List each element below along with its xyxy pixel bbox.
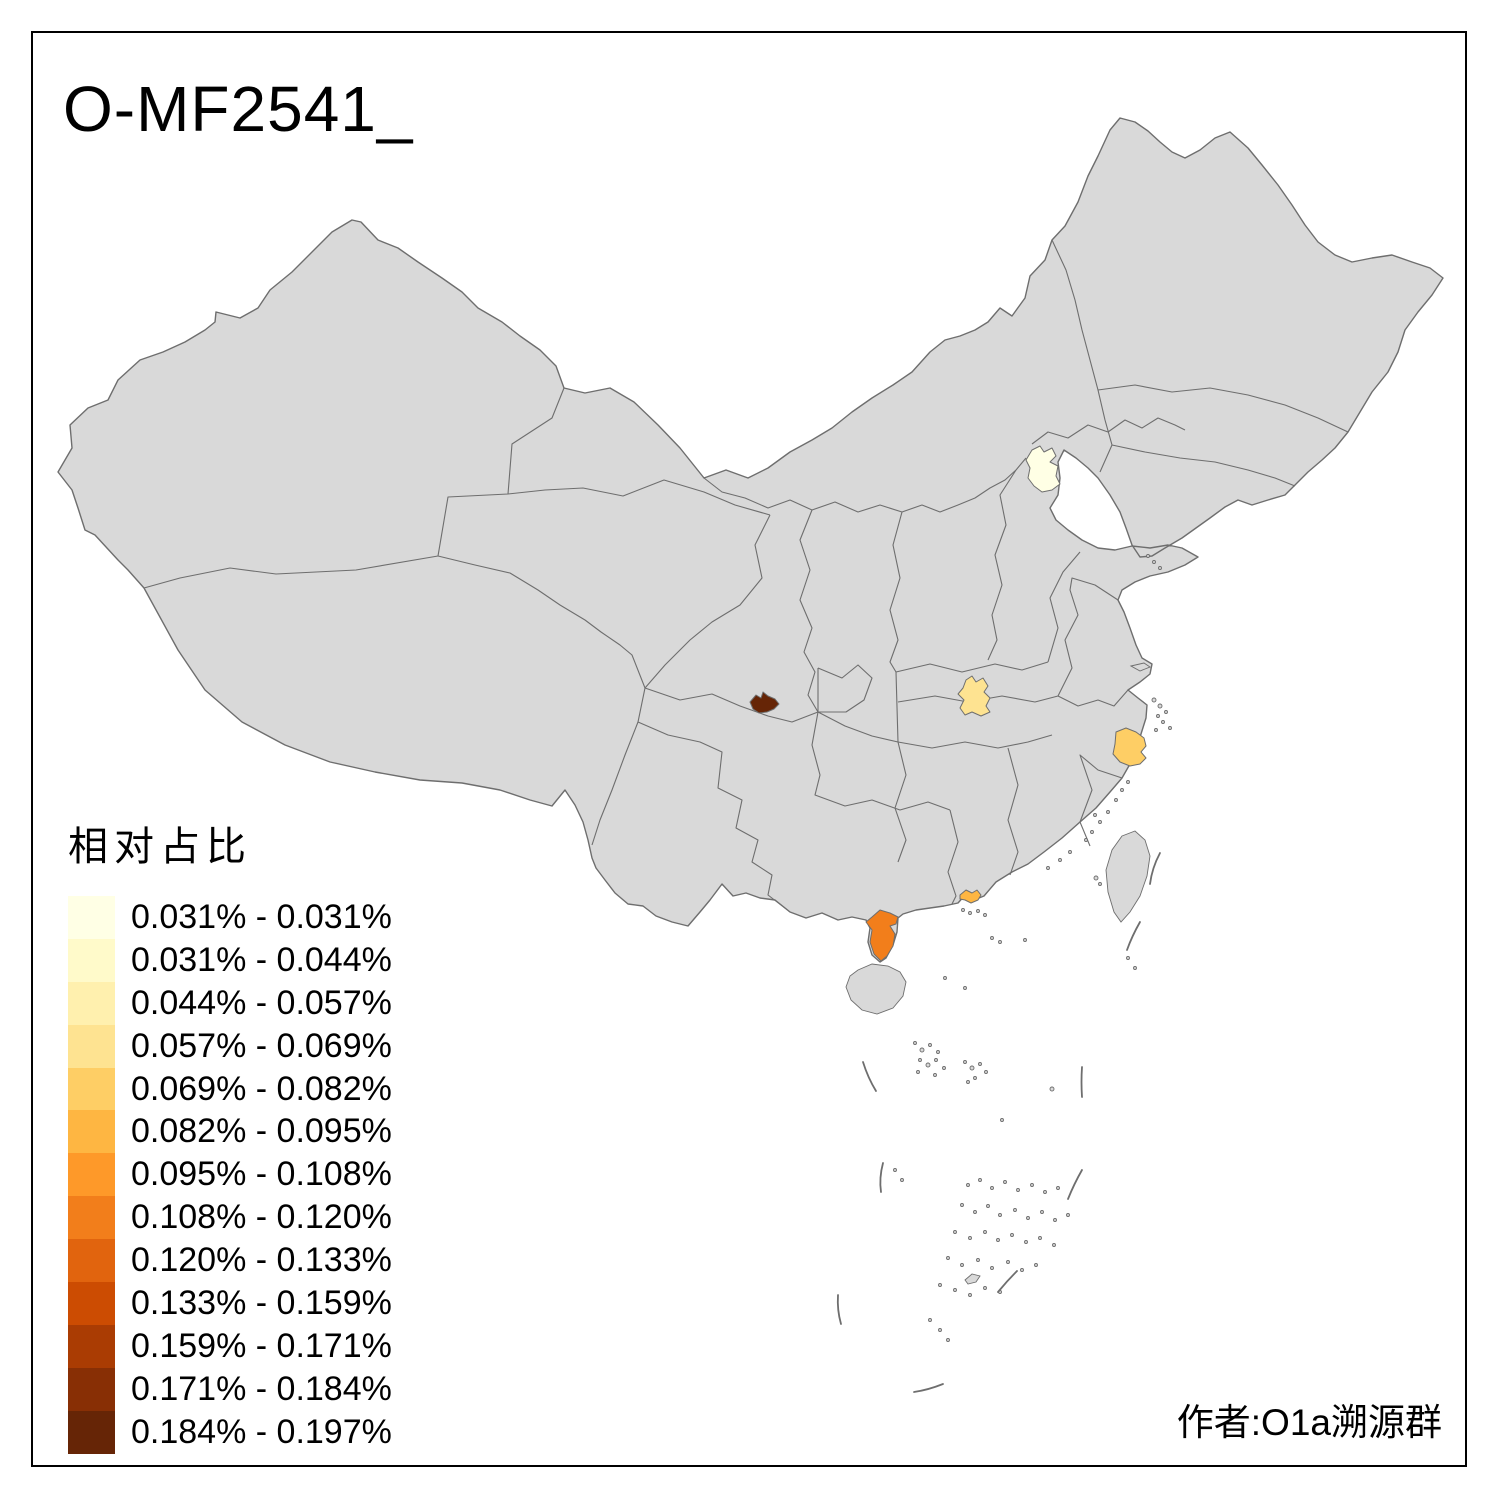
legend: 相对占比 0.031% - 0.031% 0.031% - 0.044% 0.044… [68, 814, 392, 1454]
island-specks [893, 554, 1172, 1342]
legend-item: 0.133% - 0.159% [68, 1282, 392, 1325]
legend-title: 相对占比 [68, 825, 252, 869]
legend-item: 0.184% - 0.197% [68, 1410, 392, 1454]
plot-border [31, 31, 1467, 1467]
region-chengdu [749, 691, 780, 714]
legend-label: 0.171% - 0.184% [131, 1369, 392, 1408]
legend-item: 0.031% - 0.044% [68, 938, 392, 982]
legend-item: 0.159% - 0.171% [68, 1324, 392, 1368]
mainland-china-shape [57, 117, 1444, 963]
region-beijing [1025, 445, 1061, 493]
legend-swatch [68, 1024, 115, 1068]
legend-swatch [68, 1196, 115, 1240]
legend-swatch [68, 1367, 115, 1411]
taiwan-island [1105, 830, 1151, 923]
legend-label: 0.159% - 0.171% [131, 1326, 392, 1365]
legend-swatch [68, 1067, 115, 1111]
province-boundaries [143, 239, 1349, 913]
legend-label: 0.057% - 0.069% [131, 1026, 392, 1065]
legend-label: 0.031% - 0.044% [131, 940, 392, 979]
legend-label: 0.108% - 0.120% [131, 1198, 392, 1237]
legend-swatch [68, 938, 115, 982]
legend-label: 0.082% - 0.095% [131, 1112, 392, 1151]
legend-label: 0.184% - 0.197% [131, 1412, 392, 1451]
legend-swatch [68, 1410, 115, 1454]
spratly-islet [964, 1273, 981, 1285]
region-taizhou [1112, 727, 1147, 767]
legend-swatch [68, 1282, 115, 1325]
legend-item: 0.069% - 0.082% [68, 1067, 392, 1111]
region-zhanjiang [865, 909, 899, 962]
islands [845, 662, 1151, 1285]
legend-swatch [68, 981, 115, 1025]
legend-swatch [68, 1239, 115, 1283]
legend-item: 0.082% - 0.095% [68, 1110, 392, 1154]
legend-items: 0.031% - 0.031% 0.031% - 0.044% 0.044% - 0… [68, 896, 392, 1454]
highlighted-regions [749, 445, 1147, 962]
legend-item: 0.095% - 0.108% [68, 1153, 392, 1197]
hainan-island [845, 963, 907, 1015]
legend-item: 0.120% - 0.133% [68, 1239, 392, 1283]
legend-label: 0.133% - 0.159% [131, 1283, 392, 1322]
page-title: O-MF2541_ [63, 73, 414, 145]
chongming-island [1129, 662, 1151, 672]
legend-swatch [68, 1324, 115, 1368]
nine-dash-line [836, 852, 1161, 1393]
legend-label: 0.031% - 0.031% [131, 897, 392, 936]
legend-swatch [68, 896, 115, 939]
attribution-text: 作者:O1a溯源群 [1176, 1402, 1442, 1443]
legend-item: 0.044% - 0.057% [68, 981, 392, 1025]
legend-item: 0.031% - 0.031% [68, 896, 392, 939]
legend-item: 0.108% - 0.120% [68, 1196, 392, 1240]
legend-item: 0.057% - 0.069% [68, 1024, 392, 1068]
region-pearl-river-delta [959, 889, 982, 904]
legend-label: 0.069% - 0.082% [131, 1069, 392, 1108]
legend-item: 0.171% - 0.184% [68, 1367, 392, 1411]
legend-label: 0.120% - 0.133% [131, 1241, 392, 1280]
legend-swatch [68, 1153, 115, 1197]
region-wuhan [957, 675, 991, 717]
legend-swatch [68, 1110, 115, 1154]
legend-label: 0.044% - 0.057% [131, 983, 392, 1022]
legend-label: 0.095% - 0.108% [131, 1155, 392, 1194]
